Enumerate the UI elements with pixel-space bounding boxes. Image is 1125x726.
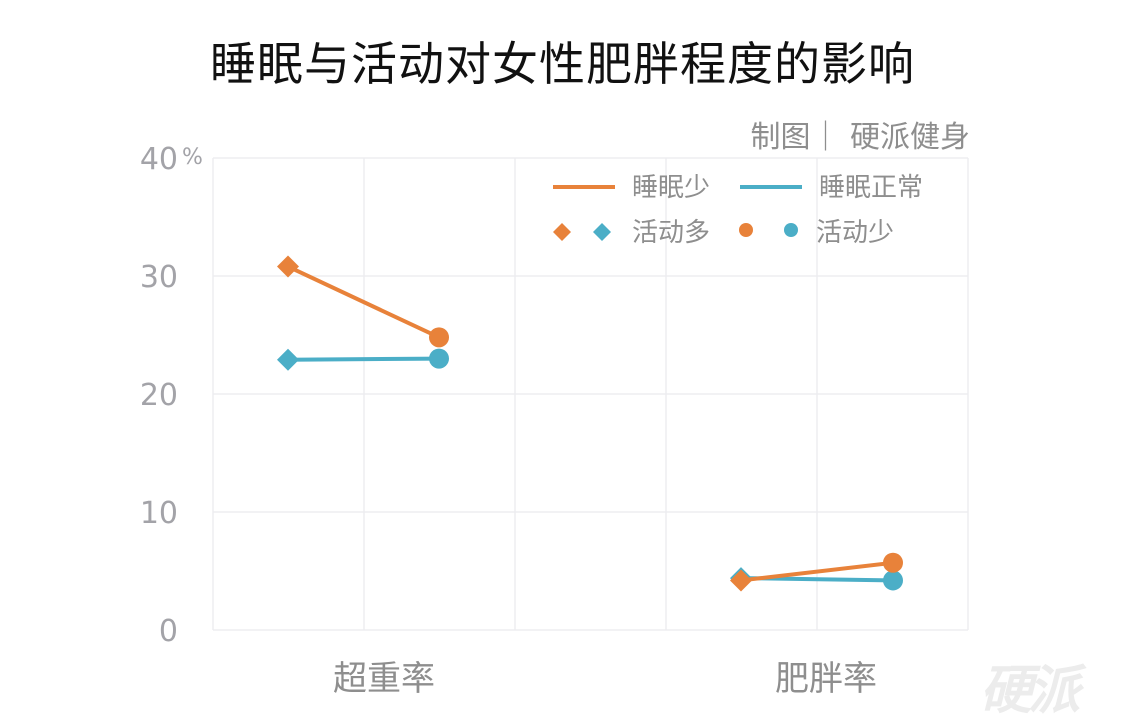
series-line [286, 264, 441, 340]
y-tick-label: 0 [159, 614, 178, 649]
circle-marker [883, 552, 903, 573]
grid [212, 157, 969, 631]
series-sleep-less [277, 255, 903, 592]
watermark-logo: 硬派 [980, 661, 1080, 721]
diamond-marker [730, 569, 752, 592]
y-tick-label: 30 [140, 260, 178, 295]
legend-diamond-marker [553, 223, 571, 241]
y-unit-label: % [182, 145, 203, 170]
series-layer [277, 255, 903, 592]
circle-marker [883, 570, 903, 591]
y-axis: 0 10 20 30 40% [140, 142, 203, 649]
legend-label: 睡眠少 [632, 173, 710, 203]
legend-circle-marker [784, 223, 798, 237]
legend-label: 活动多 [632, 218, 710, 248]
diamond-marker [277, 255, 299, 278]
x-category-label: 超重率 [333, 659, 435, 699]
legend-label: 活动少 [816, 218, 894, 248]
legend-diamond-marker [593, 223, 611, 241]
x-axis: 超重率 肥胖率 [333, 659, 877, 699]
y-tick-label: 20 [140, 378, 178, 413]
credit-label: 制图｜ 硬派健身 [750, 120, 970, 155]
diamond-marker [277, 348, 299, 371]
legend-circle-marker [739, 223, 753, 237]
series-line [739, 560, 895, 583]
circle-marker [429, 348, 449, 369]
y-tick-label: 40 [140, 142, 178, 177]
circle-marker [429, 327, 449, 348]
legend-label: 睡眠正常 [819, 173, 923, 203]
x-category-label: 肥胖率 [775, 659, 877, 699]
series-line [286, 356, 441, 362]
series-sleep-normal [277, 348, 903, 591]
y-tick-label: 10 [140, 496, 178, 531]
chart-title: 睡眠与活动对女性肥胖程度的影响 [210, 37, 915, 91]
